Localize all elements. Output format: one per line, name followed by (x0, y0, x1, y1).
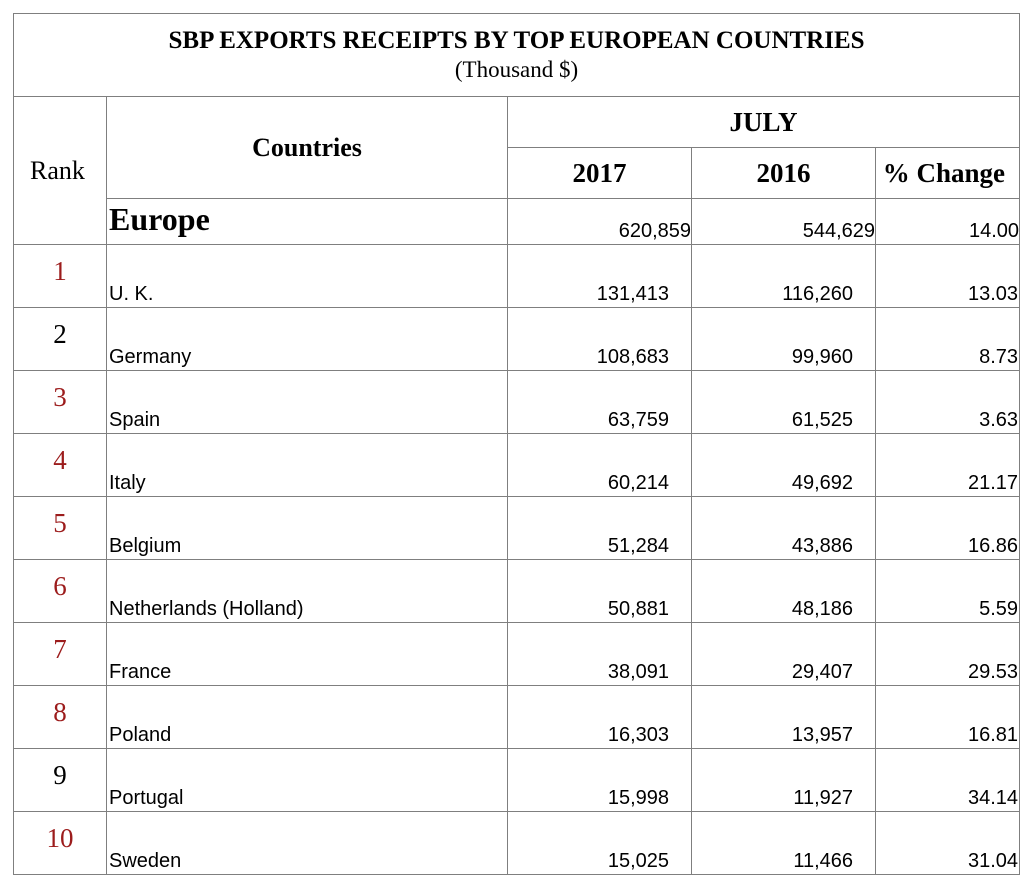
row-rank: 9 (13, 748, 107, 812)
row-rank: 2 (13, 307, 107, 371)
row-value-2016: 48,186 (691, 559, 876, 623)
row-change: 16.81 (874, 685, 1021, 749)
row-change: 29.53 (874, 622, 1021, 686)
total-2017: 620,859 (507, 198, 692, 245)
row-change: 5.59 (874, 559, 1021, 623)
row-value-2016: 13,957 (691, 685, 876, 749)
row-value-2017: 15,998 (507, 748, 692, 812)
row-rank: 3 (13, 370, 107, 434)
row-change: 34.14 (874, 748, 1021, 812)
row-change: 8.73 (874, 307, 1021, 371)
table-row: 1 U. K. 131,413 116,260 13.03 (13, 244, 1021, 308)
header-year-2016: 2016 (691, 147, 876, 199)
header-change: % Change (874, 147, 1021, 199)
row-value-2017: 16,303 (507, 685, 692, 749)
table-row: 6 Netherlands (Holland) 50,881 48,186 5.59 (13, 559, 1021, 623)
row-country: Portugal (106, 748, 508, 812)
row-change: 21.17 (874, 433, 1021, 497)
row-rank: 4 (13, 433, 107, 497)
exports-table: SBP EXPORTS RECEIPTS BY TOP EUROPEAN COU… (12, 13, 1021, 875)
header-row-2: 2017 2016 % Change (14, 147, 1021, 199)
table-row: 5 Belgium 51,284 43,886 16.86 (13, 496, 1021, 560)
row-rank: 7 (13, 622, 107, 686)
header-countries: Countries (106, 96, 508, 199)
table-row: 3 Spain 63,759 61,525 3.63 (13, 370, 1021, 434)
header-month: JULY (506, 96, 1021, 148)
country-rows: 1 U. K. 131,413 116,260 13.03 2 Germany 108,683… (13, 244, 1021, 875)
row-value-2017: 131,413 (507, 244, 692, 308)
total-name: Europe (106, 198, 508, 245)
row-country: Belgium (106, 496, 508, 560)
row-change: 31.04 (874, 811, 1021, 875)
total-change: 14.00 (874, 198, 1021, 245)
row-country: Italy (106, 433, 508, 497)
header-row-1: Rank Countries JULY (13, 96, 1021, 245)
row-value-2016: 61,525 (691, 370, 876, 434)
total-row: Europe 620,859 544,629 14.00 (14, 198, 1021, 245)
row-rank: 8 (13, 685, 107, 749)
row-rank: 6 (13, 559, 107, 623)
row-value-2017: 60,214 (507, 433, 692, 497)
table-title-main: SBP EXPORTS RECEIPTS BY TOP EUROPEAN COU… (168, 27, 865, 54)
row-value-2016: 29,407 (691, 622, 876, 686)
row-value-2017: 51,284 (507, 496, 692, 560)
row-value-2016: 43,886 (691, 496, 876, 560)
header-year-2017: 2017 (507, 147, 692, 199)
table-row: 10 Sweden 15,025 11,466 31.04 (13, 811, 1021, 875)
row-rank: 1 (13, 244, 107, 308)
row-value-2016: 11,466 (691, 811, 876, 875)
table-row: 4 Italy 60,214 49,692 21.17 (13, 433, 1021, 497)
row-change: 16.86 (874, 496, 1021, 560)
table-row: 7 France 38,091 29,407 29.53 (13, 622, 1021, 686)
row-value-2017: 108,683 (507, 307, 692, 371)
row-country: Germany (106, 307, 508, 371)
row-country: Netherlands (Holland) (106, 559, 508, 623)
row-country: Poland (106, 685, 508, 749)
row-value-2016: 49,692 (691, 433, 876, 497)
row-value-2017: 15,025 (507, 811, 692, 875)
row-value-2017: 38,091 (507, 622, 692, 686)
table-title: SBP EXPORTS RECEIPTS BY TOP EUROPEAN COU… (12, 13, 1021, 97)
total-2016: 544,629 (691, 198, 876, 245)
table-row: 8 Poland 16,303 13,957 16.81 (13, 685, 1021, 749)
row-value-2016: 99,960 (691, 307, 876, 371)
table-row: 2 Germany 108,683 99,960 8.73 (13, 307, 1021, 371)
table-row: 9 Portugal 15,998 11,927 34.14 (13, 748, 1021, 812)
row-rank: 10 (13, 811, 107, 875)
row-rank: 5 (13, 496, 107, 560)
row-value-2016: 11,927 (691, 748, 876, 812)
row-value-2017: 63,759 (507, 370, 692, 434)
row-value-2016: 116,260 (691, 244, 876, 308)
header-rank: Rank (13, 96, 107, 245)
row-change: 3.63 (874, 370, 1021, 434)
table-title-unit: (Thousand $) (454, 57, 579, 82)
row-country: Spain (106, 370, 508, 434)
row-country: Sweden (106, 811, 508, 875)
row-value-2017: 50,881 (507, 559, 692, 623)
title-row: SBP EXPORTS RECEIPTS BY TOP EUROPEAN COU… (12, 13, 1021, 97)
row-country: U. K. (106, 244, 508, 308)
row-country: France (106, 622, 508, 686)
row-change: 13.03 (874, 244, 1021, 308)
